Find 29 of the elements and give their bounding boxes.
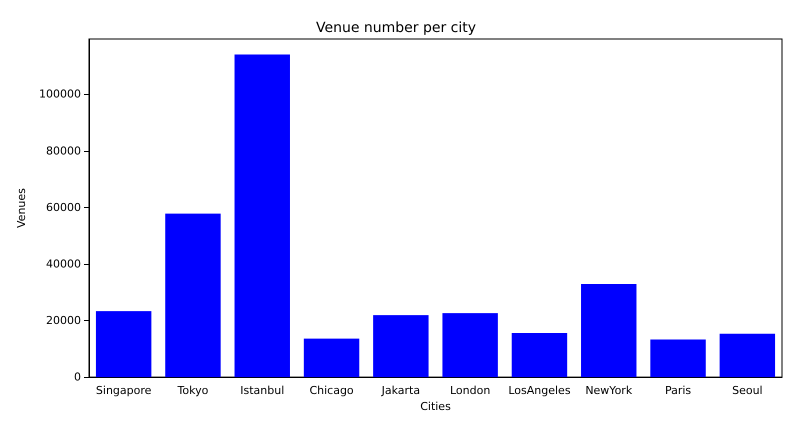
bar: [373, 315, 429, 378]
x-tick-label: Chicago: [309, 384, 354, 398]
y-tick-label: 100000: [39, 88, 81, 101]
bar: [96, 311, 152, 378]
x-tick-label: Tokyo: [176, 384, 209, 398]
x-tick-label: Singapore: [96, 384, 152, 398]
x-tick-label: Seoul: [732, 384, 763, 398]
bar: [304, 338, 360, 378]
chart-title: Venue number per city: [316, 20, 476, 36]
y-tick-label: 60000: [46, 200, 81, 214]
x-tick-label: LosAngeles: [508, 384, 571, 398]
y-tick-label: 0: [74, 370, 81, 384]
y-tick-label: 80000: [46, 144, 81, 158]
y-axis-title: Venues: [15, 188, 28, 228]
bar: [234, 54, 290, 378]
bar: [581, 284, 636, 378]
x-tick-label: Istanbul: [240, 384, 284, 398]
bar: [512, 332, 568, 378]
x-tick-label: NewYork: [585, 384, 633, 398]
x-tick-label: London: [450, 384, 490, 398]
bar: [650, 339, 706, 378]
y-tick-label: 20000: [46, 314, 81, 328]
bar: [442, 313, 498, 378]
y-tick-label: 40000: [46, 257, 81, 270]
bar: [720, 334, 776, 378]
x-tick-label: Paris: [664, 384, 692, 398]
bar: [165, 214, 221, 378]
x-axis-title: Cities: [420, 400, 452, 413]
x-tick-label: Jakarta: [380, 384, 420, 398]
